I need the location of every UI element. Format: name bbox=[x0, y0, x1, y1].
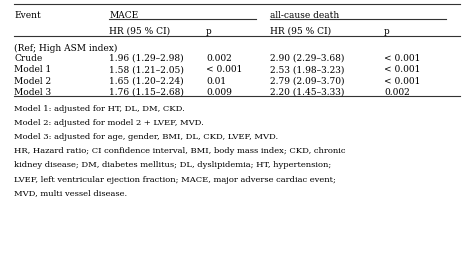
Text: Crude: Crude bbox=[14, 54, 43, 63]
Text: MACE: MACE bbox=[109, 11, 138, 20]
Text: 1.65 (1.20–2.24): 1.65 (1.20–2.24) bbox=[109, 77, 183, 86]
Text: MVD, multi vessel disease.: MVD, multi vessel disease. bbox=[14, 190, 128, 198]
Text: 0.01: 0.01 bbox=[206, 77, 226, 86]
Text: 1.76 (1.15–2.68): 1.76 (1.15–2.68) bbox=[109, 88, 184, 97]
Text: 1.96 (1.29–2.98): 1.96 (1.29–2.98) bbox=[109, 54, 183, 63]
Text: 1.58 (1.21–2.05): 1.58 (1.21–2.05) bbox=[109, 65, 184, 74]
Text: kidney disease; DM, diabetes mellitus; DL, dyslipidemia; HT, hypertension;: kidney disease; DM, diabetes mellitus; D… bbox=[14, 161, 331, 170]
Text: < 0.001: < 0.001 bbox=[206, 65, 243, 74]
Text: HR (95 % CI): HR (95 % CI) bbox=[109, 27, 170, 36]
Text: 2.90 (2.29–3.68): 2.90 (2.29–3.68) bbox=[270, 54, 345, 63]
Text: 2.20 (1.45–3.33): 2.20 (1.45–3.33) bbox=[270, 88, 345, 97]
Text: 2.53 (1.98–3.23): 2.53 (1.98–3.23) bbox=[270, 65, 345, 74]
Text: Model 3: adjusted for age, gender, BMI, DL, CKD, LVEF, MVD.: Model 3: adjusted for age, gender, BMI, … bbox=[14, 133, 278, 141]
Text: 0.009: 0.009 bbox=[206, 88, 232, 97]
Text: HR, Hazard ratio; CI confidence interval, BMI, body mass index; CKD, chronic: HR, Hazard ratio; CI confidence interval… bbox=[14, 147, 346, 156]
Text: 0.002: 0.002 bbox=[384, 88, 410, 97]
Text: Model 2: Model 2 bbox=[14, 77, 51, 86]
Text: < 0.001: < 0.001 bbox=[384, 77, 420, 86]
Text: LVEF, left ventricular ejection fraction; MACE, major adverse cardiac event;: LVEF, left ventricular ejection fraction… bbox=[14, 176, 336, 184]
Text: all-cause death: all-cause death bbox=[270, 11, 339, 20]
Text: < 0.001: < 0.001 bbox=[384, 65, 420, 74]
Text: Model 2: adjusted for model 2 + LVEF, MVD.: Model 2: adjusted for model 2 + LVEF, MV… bbox=[14, 119, 204, 127]
Text: HR (95 % CI): HR (95 % CI) bbox=[270, 27, 331, 36]
Text: p: p bbox=[384, 27, 390, 36]
Text: 2.79 (2.09–3.70): 2.79 (2.09–3.70) bbox=[270, 77, 345, 86]
Text: (Ref; High ASM index): (Ref; High ASM index) bbox=[14, 44, 118, 53]
Text: Model 1: Model 1 bbox=[14, 65, 52, 74]
Text: 0.002: 0.002 bbox=[206, 54, 232, 63]
Text: p: p bbox=[206, 27, 212, 36]
Text: Event: Event bbox=[14, 11, 41, 20]
Text: < 0.001: < 0.001 bbox=[384, 54, 420, 63]
Text: Model 3: Model 3 bbox=[14, 88, 51, 97]
Text: Model 1: adjusted for HT, DL, DM, CKD.: Model 1: adjusted for HT, DL, DM, CKD. bbox=[14, 105, 185, 113]
